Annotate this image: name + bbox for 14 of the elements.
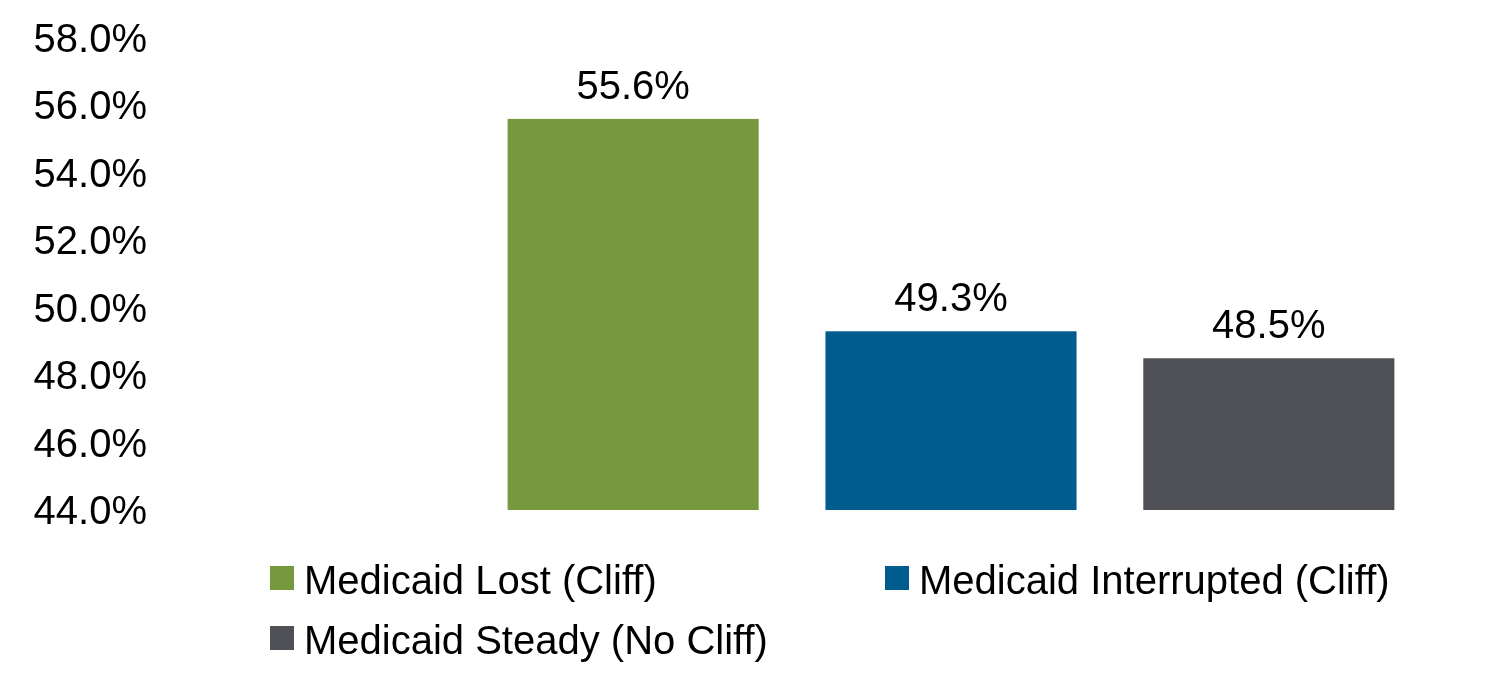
- y-tick-label: 46.0%: [33, 420, 147, 465]
- y-tick-label: 50.0%: [33, 285, 147, 330]
- y-tick-label: 52.0%: [33, 218, 147, 263]
- y-tick-label: 54.0%: [33, 150, 147, 195]
- legend-label: Medicaid Lost (Cliff): [304, 558, 657, 602]
- legend-label: Medicaid Steady (No Cliff): [304, 618, 768, 662]
- y-tick-label: 48.0%: [33, 353, 147, 398]
- data-label: 48.5%: [1212, 302, 1326, 347]
- legend-label: Medicaid Interrupted (Cliff): [919, 558, 1390, 602]
- y-tick-label: 44.0%: [33, 488, 147, 532]
- data-label: 49.3%: [894, 275, 1008, 320]
- y-tick-label: 56.0%: [33, 83, 147, 128]
- y-tick-label: 58.0%: [33, 16, 147, 60]
- data-label: 55.6%: [576, 62, 690, 107]
